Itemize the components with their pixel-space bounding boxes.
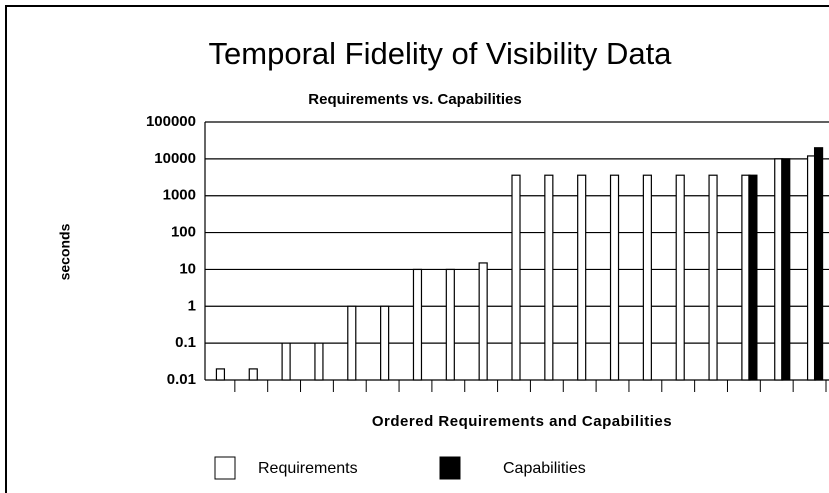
bar <box>609 174 620 381</box>
bar <box>642 174 652 381</box>
bar <box>781 158 791 381</box>
bar <box>215 368 226 381</box>
legend-swatch <box>439 456 461 480</box>
frame <box>5 5 829 493</box>
legend-swatch <box>214 456 236 480</box>
y-tick-label: 1000 <box>163 187 196 204</box>
y-tick-label: 10 <box>179 260 196 277</box>
bar <box>248 368 258 381</box>
bar <box>577 174 587 381</box>
bar <box>281 342 291 381</box>
bar <box>380 305 390 381</box>
y-tick-label: 0.1 <box>175 334 196 351</box>
bar <box>813 147 824 381</box>
bar <box>708 174 718 381</box>
y-tick-label: 1 <box>188 297 196 314</box>
x-axis-label: Ordered Requirements and Capabilities <box>372 413 672 430</box>
y-tick-label: 10000 <box>154 150 196 167</box>
bar <box>412 268 423 381</box>
y-tick-label: 0.01 <box>167 371 196 388</box>
chart-subtitle: Requirements vs. Capabilities <box>308 91 521 108</box>
bar <box>314 342 324 381</box>
bar <box>675 174 685 381</box>
chart-title: Temporal Fidelity of Visibility Data <box>209 36 673 71</box>
bar <box>478 262 488 381</box>
legend-label: Requirements <box>258 460 358 477</box>
y-tick-label: 100 <box>171 224 196 241</box>
y-tick-label: 100000 <box>146 113 196 130</box>
bar <box>511 174 521 381</box>
legend-label: Capabilities <box>503 460 586 477</box>
bar <box>748 174 758 381</box>
bar <box>347 305 357 381</box>
y-axis-label: seconds <box>57 223 73 280</box>
bar <box>445 268 455 381</box>
bar <box>544 174 554 381</box>
